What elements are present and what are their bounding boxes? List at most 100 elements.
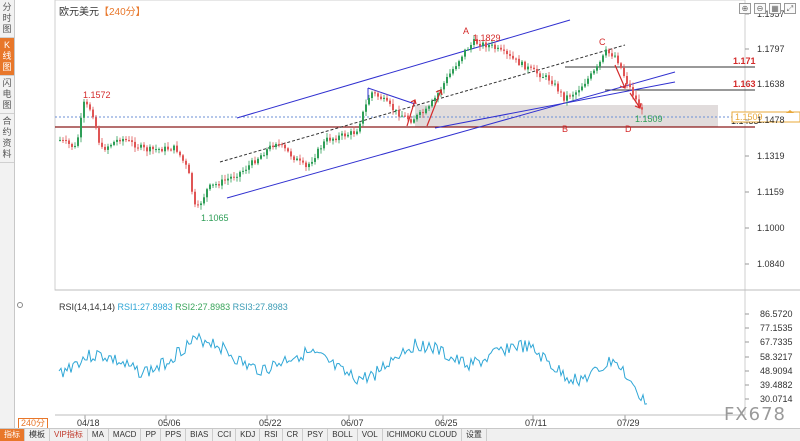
candle-body — [602, 55, 604, 62]
triangle-upper — [367, 87, 416, 105]
arrow-down-1 — [614, 64, 626, 89]
candle-body — [473, 39, 475, 45]
chart-area[interactable]: 1.1572 A 1.1829 B C D 1.1065 1.1509 1.17… — [15, 0, 800, 428]
candle-body — [452, 69, 454, 74]
tab-vip-indicators[interactable]: VIP指标 — [50, 429, 88, 441]
candle-body — [293, 156, 295, 161]
candle-body — [305, 162, 307, 168]
candle-body — [140, 144, 142, 148]
candle-body — [635, 95, 637, 100]
candle-body — [86, 101, 88, 105]
candle-body — [185, 160, 187, 165]
candle-body — [131, 140, 133, 142]
price-tick-label: 1.1797 — [757, 44, 785, 54]
tab-ichimoku[interactable]: ICHIMOKU CLOUD — [383, 429, 462, 441]
fullscreen-icon[interactable]: ⤢ — [784, 3, 796, 14]
sidebar-tab-kline[interactable]: K线图 — [0, 38, 14, 76]
candle-body — [515, 58, 517, 60]
candle-body — [236, 176, 238, 178]
candle-body — [110, 144, 112, 147]
tab-templates[interactable]: 模板 — [25, 429, 50, 441]
rsi3-value: RSI3:27.8983 — [232, 302, 288, 312]
candle-body — [578, 90, 580, 93]
zoom-in-icon[interactable]: ⊕ — [739, 3, 751, 14]
candle-body — [359, 123, 361, 132]
candle-body — [83, 101, 85, 118]
candle-body — [467, 49, 469, 51]
channel-lower — [226, 71, 676, 199]
zoom-out-icon[interactable]: ⊖ — [754, 3, 766, 14]
candle-body — [164, 146, 166, 152]
candle-body — [512, 55, 514, 59]
label-level-1171: 1.171 — [733, 56, 756, 66]
channel-upper — [236, 19, 571, 119]
sidebar-tab-flash[interactable]: 闪电图 — [0, 76, 14, 114]
layout-icon[interactable]: ▦ — [769, 3, 781, 14]
tab-vol[interactable]: VOL — [358, 429, 383, 441]
candle-body — [410, 119, 412, 123]
tab-macd[interactable]: MACD — [109, 429, 142, 441]
tab-bias[interactable]: BIAS — [186, 429, 214, 441]
tab-cci[interactable]: CCI — [213, 429, 237, 441]
candle-body — [497, 47, 499, 49]
candle-body — [245, 169, 247, 171]
candle-body — [302, 160, 304, 163]
arrow-down-2 — [629, 92, 641, 109]
candle-body — [299, 158, 301, 161]
candle-body — [104, 146, 106, 150]
candle-body — [107, 146, 109, 150]
tab-indicators[interactable]: 指标 — [0, 429, 25, 441]
tab-ma[interactable]: MA — [88, 429, 109, 441]
rsi-tick-label: 67.7335 — [760, 337, 793, 347]
tab-pp[interactable]: PP — [141, 429, 162, 441]
candle-body — [179, 151, 181, 156]
tab-cr[interactable]: CR — [283, 429, 304, 441]
candle-body — [614, 55, 616, 57]
candle-body — [398, 110, 400, 117]
candle-body — [182, 155, 184, 161]
sidebar-tab-timeshare[interactable]: 分时图 — [0, 0, 14, 38]
candle-body — [290, 151, 292, 157]
price-chart[interactable]: 1.1572 A 1.1829 B C D 1.1065 1.1509 1.17… — [15, 0, 800, 428]
price-tick-label: 1.1478 — [757, 115, 785, 125]
tab-kdj[interactable]: KDJ — [236, 429, 261, 441]
tab-settings[interactable]: 设置 — [462, 429, 487, 441]
candle-body — [545, 75, 547, 77]
tab-rsi[interactable]: RSI — [260, 429, 283, 441]
candle-body — [227, 178, 229, 181]
candle-body — [407, 115, 409, 120]
candle-body — [527, 66, 529, 70]
candle-body — [422, 112, 424, 114]
candle-body — [347, 134, 349, 137]
candle-body — [581, 86, 583, 91]
tab-pps[interactable]: PPS — [161, 429, 187, 441]
candle-body — [596, 66, 598, 71]
candle-body — [92, 109, 94, 118]
label-low-1: 1.1065 — [201, 213, 229, 223]
candle-body — [269, 145, 271, 150]
candle-body — [119, 139, 121, 142]
candle-body — [551, 80, 553, 85]
candle-body — [482, 42, 484, 47]
channel-mid-dotted — [219, 44, 626, 163]
tab-psy[interactable]: PSY — [303, 429, 329, 441]
candle-body — [491, 44, 493, 46]
date-tick-label: 06/25 — [435, 418, 458, 428]
candle-body — [284, 144, 286, 149]
current-price-marker — [786, 110, 794, 113]
candle-body — [575, 92, 577, 95]
candle-body — [509, 54, 511, 56]
sidebar-tab-contract-info[interactable]: 合约资料 — [0, 114, 14, 163]
candle-body — [356, 131, 358, 135]
symbol-name: 欧元美元 — [59, 7, 99, 18]
candle-body — [254, 160, 256, 164]
candle-body — [209, 184, 211, 190]
candle-body — [335, 138, 337, 141]
tab-boll[interactable]: BOLL — [328, 429, 358, 441]
price-tick-label: 1.1000 — [757, 223, 785, 233]
candle-body — [242, 170, 244, 172]
candle-body — [80, 117, 82, 138]
sidebar: 分时图 K线图 闪电图 合约资料 — [0, 0, 15, 428]
candle-body — [323, 141, 325, 149]
watermark-logo: FX678 — [723, 404, 786, 425]
